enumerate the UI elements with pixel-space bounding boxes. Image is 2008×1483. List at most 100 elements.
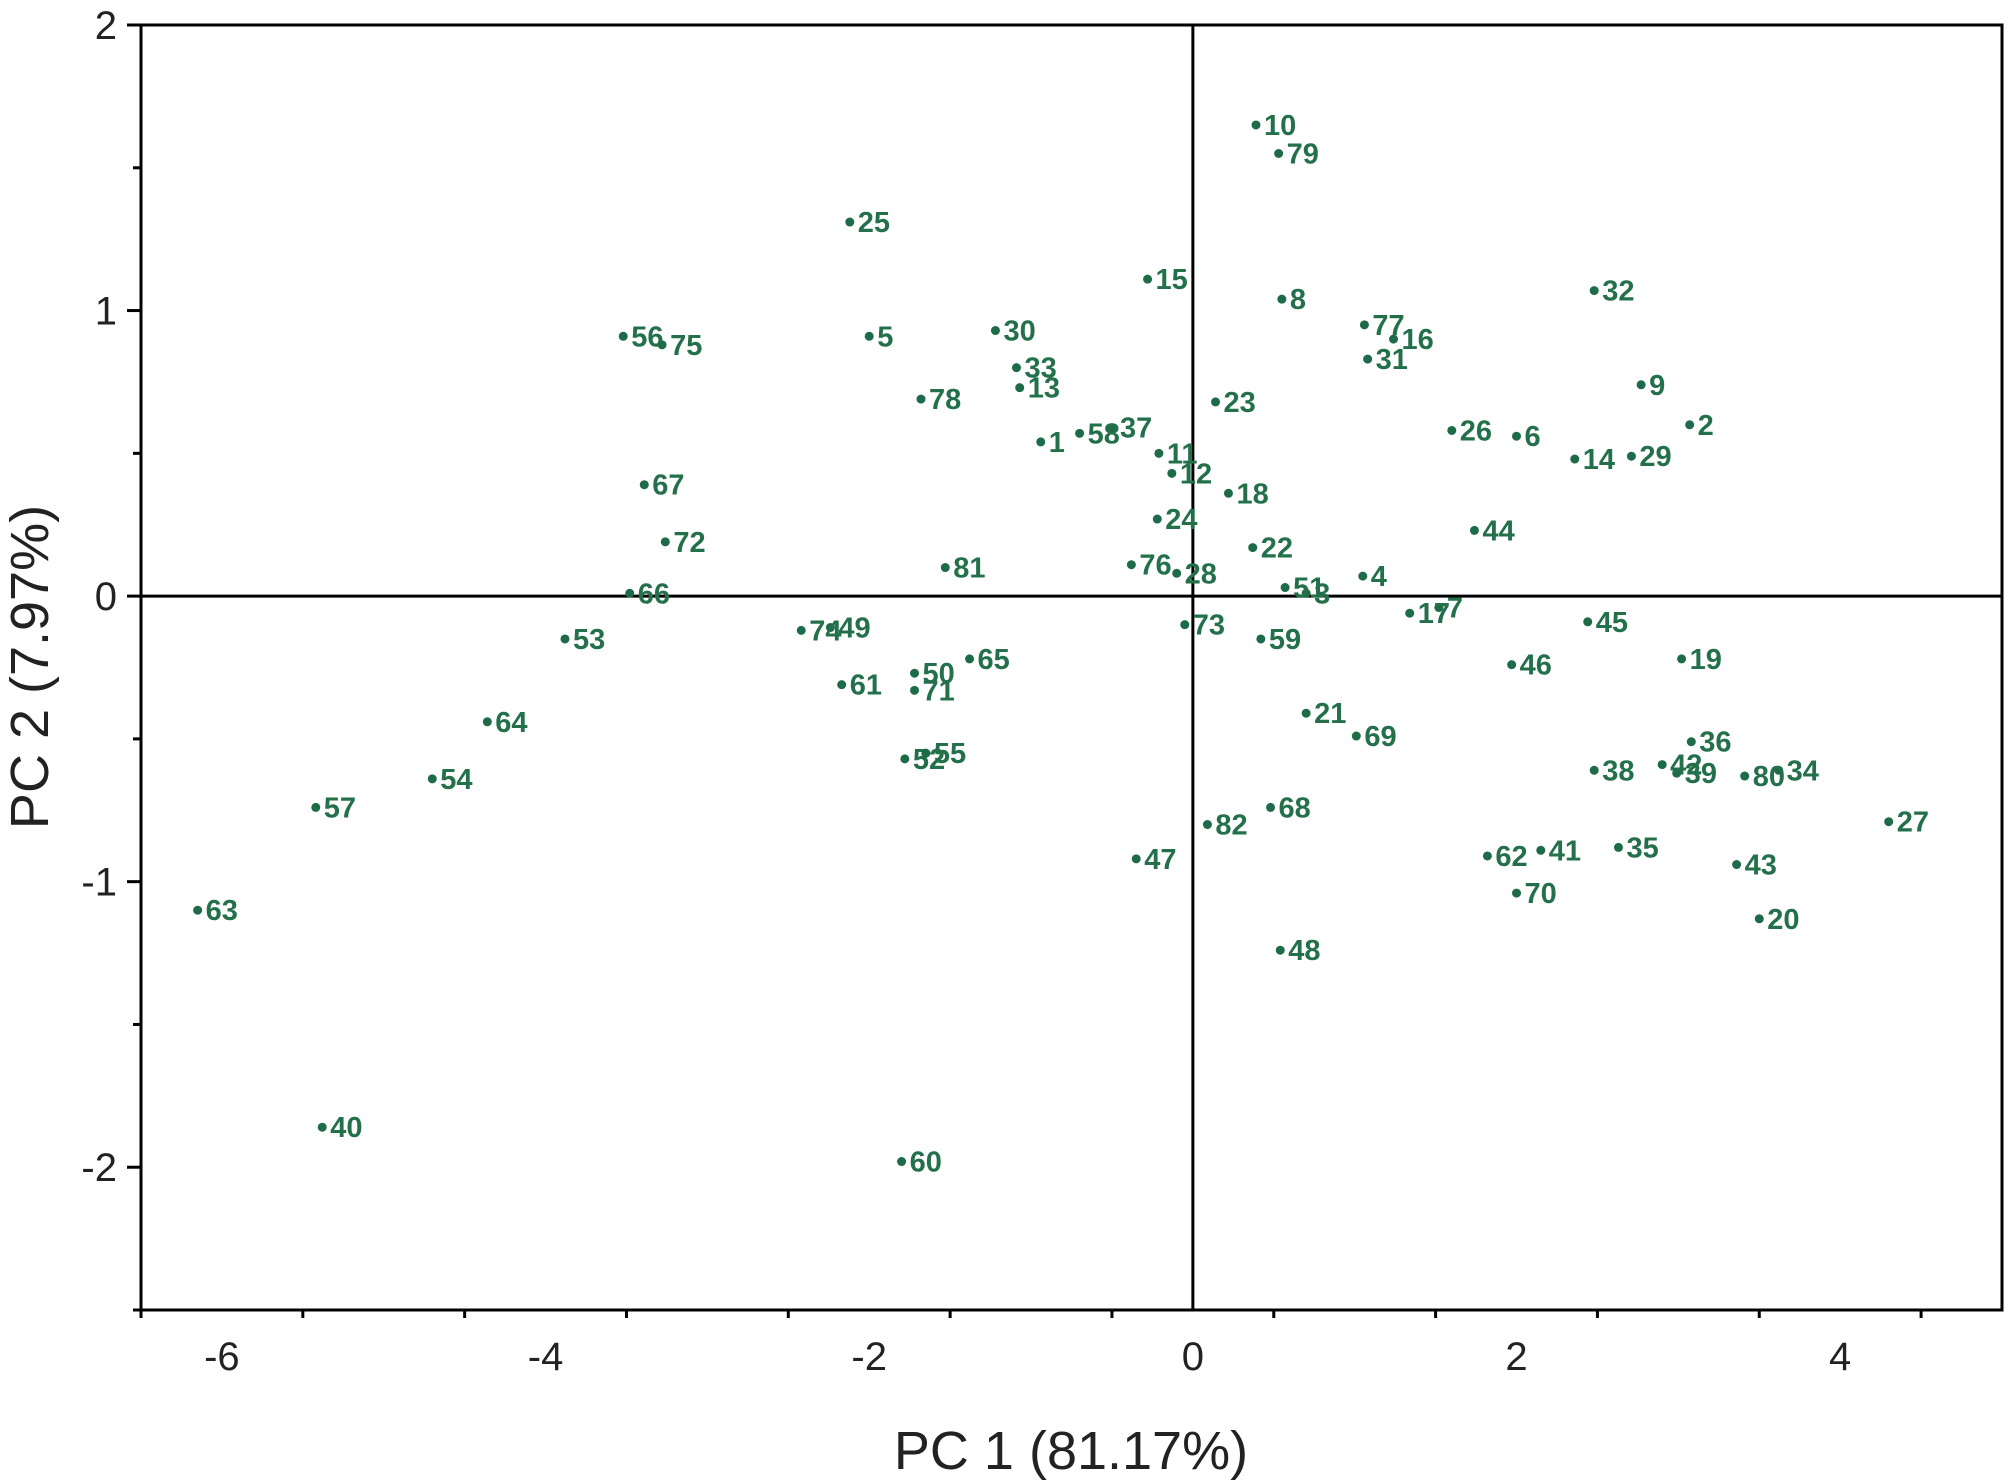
data-point-marker xyxy=(1626,451,1636,461)
data-point-label: 50 xyxy=(923,658,955,690)
x-tick-label: -2 xyxy=(851,1335,887,1379)
data-point-label: 9 xyxy=(1649,370,1665,402)
data-point-label: 70 xyxy=(1525,878,1557,910)
data-point-marker xyxy=(1613,842,1623,852)
data-point-label: 36 xyxy=(1699,727,1731,759)
y-axis-ticks: -2 -1 0 1 2 xyxy=(81,4,141,1312)
data-point-label: 59 xyxy=(1269,624,1301,656)
data-point-marker xyxy=(1685,420,1695,430)
data-point-label: 2 xyxy=(1698,410,1714,442)
data-point-marker xyxy=(825,623,835,633)
data-point-marker xyxy=(1131,854,1141,864)
data-point-marker xyxy=(1884,817,1894,827)
data-point-label: 25 xyxy=(858,207,890,239)
y-tick-label: 0 xyxy=(95,575,117,619)
data-point-label: 68 xyxy=(1279,792,1311,824)
data-point-label: 24 xyxy=(1165,504,1197,536)
data-point-label: 53 xyxy=(573,624,605,656)
data-point-marker xyxy=(427,774,437,784)
data-point-marker xyxy=(1036,437,1046,447)
data-point-marker xyxy=(1536,845,1546,855)
data-point-label: 21 xyxy=(1314,698,1346,730)
data-point-marker xyxy=(618,331,628,341)
data-point-marker xyxy=(1363,354,1373,364)
data-point-label: 34 xyxy=(1787,755,1819,787)
data-point-label: 18 xyxy=(1236,478,1268,510)
x-tick-label: -4 xyxy=(528,1335,564,1379)
data-point-marker xyxy=(900,754,910,764)
data-point-marker xyxy=(1672,768,1682,778)
data-point-marker xyxy=(1223,488,1233,498)
x-tick-label: 4 xyxy=(1829,1335,1851,1379)
data-point-label: 14 xyxy=(1583,444,1615,476)
data-point-marker xyxy=(560,634,570,644)
data-point-marker xyxy=(845,217,855,227)
y-axis-title: PC 2 (7.97%) xyxy=(0,505,60,829)
data-point-marker xyxy=(1167,468,1177,478)
data-point-label: 37 xyxy=(1120,413,1152,445)
data-point-label: 81 xyxy=(953,553,985,585)
data-point-marker xyxy=(1152,514,1162,524)
x-tick-label: 0 xyxy=(1182,1335,1204,1379)
data-point-marker xyxy=(1251,120,1261,130)
data-point-label: 22 xyxy=(1261,533,1293,565)
data-point-label: 60 xyxy=(910,1147,942,1179)
data-point-label: 42 xyxy=(1670,750,1702,782)
data-point-marker xyxy=(1636,380,1646,390)
data-point-label: 67 xyxy=(652,470,684,502)
data-point-marker xyxy=(1512,431,1522,441)
data-point-marker xyxy=(1143,274,1153,284)
data-point-label: 29 xyxy=(1639,441,1671,473)
data-point-label: 28 xyxy=(1185,558,1217,590)
data-point-marker xyxy=(910,668,920,678)
data-point-marker xyxy=(910,685,920,695)
data-point-label: 27 xyxy=(1897,807,1929,839)
data-point-marker xyxy=(990,326,1000,336)
data-point-marker xyxy=(1482,851,1492,861)
data-point-marker xyxy=(1732,860,1742,870)
data-point-label: 52 xyxy=(913,744,945,776)
data-point-label: 75 xyxy=(670,330,702,362)
data-point-marker xyxy=(1011,363,1021,373)
data-point-label: 47 xyxy=(1144,844,1176,876)
data-point-label: 76 xyxy=(1139,550,1171,582)
data-point-marker xyxy=(1211,397,1221,407)
data-point-label: 39 xyxy=(1685,758,1717,790)
x-tick-label: 2 xyxy=(1505,1335,1527,1379)
data-point-marker xyxy=(1589,286,1599,296)
data-point-marker xyxy=(1740,771,1750,781)
data-point-label: 10 xyxy=(1264,110,1296,142)
data-point-marker xyxy=(1657,760,1667,770)
data-point-label: 19 xyxy=(1690,644,1722,676)
data-point-label: 17 xyxy=(1418,598,1450,630)
data-point-label: 57 xyxy=(324,792,356,824)
data-point-label: 63 xyxy=(206,895,238,927)
data-point-label: 5 xyxy=(877,321,893,353)
data-point-marker xyxy=(837,680,847,690)
data-point-marker xyxy=(1107,423,1117,433)
data-point-label: 73 xyxy=(1193,610,1225,642)
data-point-marker xyxy=(1172,568,1182,578)
data-point-label: 11 xyxy=(1167,438,1198,470)
data-point-label: 26 xyxy=(1460,415,1492,447)
data-point-label: 33 xyxy=(1024,353,1056,385)
data-point-label: 82 xyxy=(1215,810,1247,842)
data-point-marker xyxy=(1570,454,1580,464)
data-point-marker xyxy=(1202,820,1212,830)
data-point-marker xyxy=(796,625,806,635)
data-point-label: 31 xyxy=(1376,344,1408,376)
data-point-label: 45 xyxy=(1596,607,1628,639)
data-point-marker xyxy=(1280,583,1290,593)
data-point-label: 69 xyxy=(1364,721,1396,753)
data-point-label: 44 xyxy=(1482,515,1514,547)
data-point-marker xyxy=(1389,334,1399,344)
data-point-label: 79 xyxy=(1287,139,1319,171)
data-point-marker xyxy=(1351,731,1361,741)
data-point-label: 78 xyxy=(929,384,961,416)
data-point-marker xyxy=(965,654,975,664)
data-point-marker xyxy=(1583,617,1593,627)
data-points: 1234567891011121314151617181920212223242… xyxy=(193,110,1929,1179)
data-point-marker xyxy=(1754,914,1764,924)
plot-area-frame xyxy=(139,23,2004,1312)
data-point-label: 46 xyxy=(1520,650,1552,682)
